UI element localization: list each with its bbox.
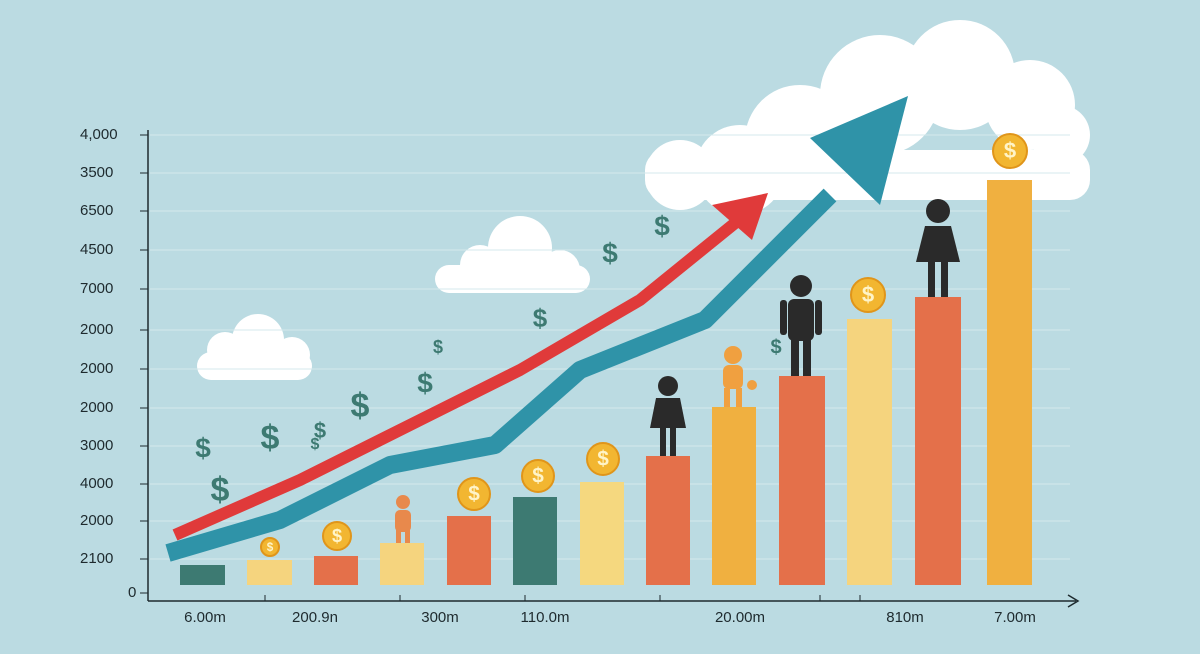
cloud xyxy=(197,314,312,380)
dollar-sign: $ xyxy=(211,471,230,509)
dollar-sign: $ xyxy=(261,419,280,457)
coin-symbol: $ xyxy=(532,465,544,488)
y-tick-label: 4000 xyxy=(80,475,113,492)
bar xyxy=(987,180,1032,585)
dollar-sign: $ xyxy=(654,210,670,241)
x-axis-arrow xyxy=(1067,594,1080,608)
bars xyxy=(180,180,1032,585)
coin xyxy=(992,133,1028,169)
coin-symbol: $ xyxy=(332,526,342,546)
dollar-sign: $ xyxy=(351,387,370,425)
bar xyxy=(646,456,690,585)
coin-symbol: $ xyxy=(862,282,874,307)
child-figure xyxy=(395,495,411,543)
axes: 4,000 3500 6500 4500 7000 2000 2000 2000 3000 400… xyxy=(80,126,1080,626)
x-tick-label: 20.00m xyxy=(715,609,765,626)
y-tick-label: 6500 xyxy=(80,202,113,219)
child-figure xyxy=(723,346,757,407)
y-tick-label: 2000 xyxy=(80,321,113,338)
bar xyxy=(180,565,225,585)
x-tick-label: 810m xyxy=(886,609,924,626)
arrow-head xyxy=(810,96,908,205)
coin xyxy=(850,277,886,313)
bar xyxy=(247,560,292,585)
coin xyxy=(322,521,352,551)
y-tick-label: 2100 xyxy=(80,550,113,567)
decorations: $$$ $$$$$$$$$$$$$$$$ xyxy=(195,133,1028,557)
y-tick-label: 3500 xyxy=(80,164,113,181)
bar xyxy=(380,543,424,585)
dollar-sign: $ xyxy=(195,432,211,463)
coin xyxy=(260,537,280,557)
dollar-sign: $ xyxy=(533,303,548,333)
y-tick-label: 2000 xyxy=(80,399,113,416)
dollar-sign: $ xyxy=(770,336,781,358)
dollar-sign: $ xyxy=(311,436,320,453)
y-tick-label: 7000 xyxy=(80,280,113,297)
coin xyxy=(521,459,555,493)
x-tick-label: 6.00m xyxy=(184,609,226,626)
man-figure xyxy=(780,275,822,376)
x-tick-label: 7.00m xyxy=(994,609,1036,626)
woman-figure xyxy=(650,376,686,456)
figures xyxy=(395,199,960,543)
dollar-sign: $ xyxy=(602,237,618,268)
clouds xyxy=(197,20,1090,380)
dollar-sign: $ xyxy=(433,337,443,357)
y-tick-label: 2000 xyxy=(80,360,113,377)
coin-symbol: $ xyxy=(597,448,609,471)
bar xyxy=(513,497,557,585)
y-tick-label: 2000 xyxy=(80,512,113,529)
y-tick-label: 0 xyxy=(128,584,136,601)
bar xyxy=(314,556,358,585)
dollar-sign: $ xyxy=(417,367,433,398)
x-tick-label: 110.0m xyxy=(521,609,570,626)
y-tick-label: 3000 xyxy=(80,437,113,454)
bar xyxy=(580,482,624,585)
y-tick-label: 4,000 xyxy=(80,126,118,143)
x-tick-label: 300m xyxy=(421,609,459,626)
red-arrow xyxy=(172,210,749,541)
coin-symbol: $ xyxy=(1004,138,1016,163)
arrow-head xyxy=(712,193,768,240)
arrows xyxy=(165,96,908,562)
bar xyxy=(712,407,756,585)
bar xyxy=(915,297,961,585)
y-tick-label: 4500 xyxy=(80,241,113,258)
bar xyxy=(847,319,892,585)
bar xyxy=(779,376,825,585)
cloud xyxy=(435,216,590,293)
coin-symbol: $ xyxy=(267,541,274,554)
blue-arrow xyxy=(165,188,837,562)
dollar-sign: $ xyxy=(314,418,326,443)
coin xyxy=(586,442,620,476)
coin-symbol: $ xyxy=(468,483,480,506)
x-tick-label: 200.9n xyxy=(292,609,338,626)
coin xyxy=(457,477,491,511)
bar xyxy=(447,516,491,585)
woman-figure xyxy=(916,199,960,297)
